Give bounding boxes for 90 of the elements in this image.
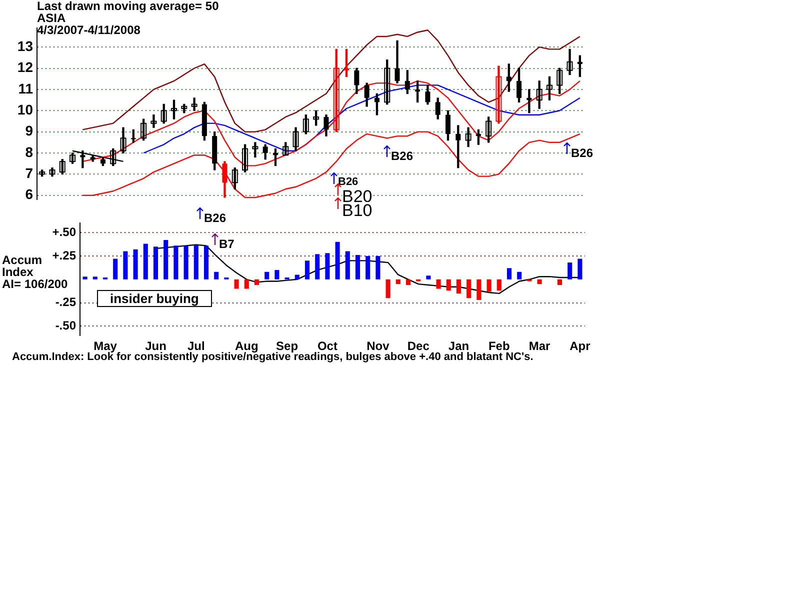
bar	[184, 246, 188, 280]
bar	[143, 244, 148, 280]
bar	[174, 246, 178, 280]
annotation: B26	[338, 176, 358, 188]
text: Last drawn moving average= 50	[37, 0, 219, 13]
y-tick-label: +.25	[52, 248, 76, 262]
bar	[506, 268, 512, 280]
candlestick	[566, 48, 573, 75]
bar	[82, 276, 88, 280]
bar	[153, 246, 158, 280]
text: B10	[342, 201, 372, 220]
bar	[113, 258, 118, 280]
bar	[234, 279, 239, 289]
bar	[456, 279, 462, 294]
bar	[496, 279, 502, 291]
candlestick	[120, 127, 126, 154]
annotation: B26	[391, 149, 414, 163]
bar	[274, 270, 280, 280]
y-tick-label: 7	[25, 165, 34, 182]
annotation: insider buying	[97, 290, 212, 307]
y-tick-label: 8	[25, 144, 34, 160]
x-tick-label: Dec	[407, 339, 430, 354]
bar	[578, 258, 582, 280]
x-tick-label: Jun	[145, 339, 166, 354]
bar	[446, 279, 451, 291]
candlestick	[150, 114, 157, 128]
y-tick-label: 11	[18, 80, 34, 96]
x-tick-label: Jul	[187, 339, 205, 354]
candlestick	[191, 98, 198, 111]
bar	[304, 260, 310, 280]
x-tick-label: Sep	[276, 339, 298, 354]
y-tick-label: -.25	[55, 295, 76, 310]
bar	[335, 242, 340, 280]
bar	[568, 262, 572, 280]
y-tick-label: +.50	[52, 224, 76, 239]
y-axis-title: Accum Index	[2, 253, 44, 279]
y-tick-label: 10	[17, 101, 34, 118]
bar	[294, 274, 300, 280]
bar	[366, 256, 370, 280]
bar	[537, 279, 542, 284]
bar	[194, 244, 198, 280]
text: AI= 106/200	[2, 277, 68, 291]
chart-title: ASIA	[37, 11, 66, 25]
bar	[264, 272, 270, 280]
bar	[355, 255, 360, 280]
bar	[315, 254, 320, 280]
x-tick-label: Apr	[570, 339, 591, 354]
bar	[325, 253, 330, 280]
bar	[123, 251, 128, 280]
bar	[476, 279, 482, 300]
annotation: B26	[204, 211, 226, 225]
x-tick-label: Oct	[317, 339, 338, 354]
y-tick-label: 6	[25, 186, 34, 202]
bar	[376, 256, 380, 280]
chart-subtitle: 4/3/2007-4/11/2008	[37, 23, 140, 37]
bar	[254, 279, 260, 286]
candlestick	[465, 127, 472, 147]
y-tick-label: -.50	[55, 318, 76, 333]
y-tick-label: 12	[17, 59, 34, 76]
candlestick	[496, 66, 502, 124]
y-tick-label: 13	[17, 38, 34, 54]
bar	[92, 276, 98, 280]
bar	[133, 249, 138, 280]
bar	[204, 246, 209, 280]
bar	[436, 279, 441, 289]
bar	[345, 251, 350, 280]
x-tick-label: Feb	[488, 339, 510, 354]
x-tick-label: Mar	[528, 339, 551, 354]
bar	[406, 279, 411, 286]
candlestick	[252, 142, 258, 158]
y-tick-label: 9	[25, 122, 34, 139]
x-tick-label: May	[94, 339, 118, 354]
bar	[426, 276, 431, 280]
bar	[164, 240, 168, 280]
bar	[396, 279, 400, 284]
annotation: B7	[219, 237, 234, 251]
text: Accum.Index: Look for consistently positive/negative readings, bulges above +.40 and blatant NC's.	[12, 351, 534, 363]
candlestick	[526, 89, 532, 114]
x-tick-label: Jan	[448, 339, 470, 354]
bar	[517, 272, 522, 280]
bar	[557, 279, 562, 286]
bar	[486, 279, 492, 292]
candlestick	[292, 127, 299, 152]
bar	[386, 279, 390, 298]
bar	[244, 279, 249, 289]
bar	[214, 272, 219, 280]
bar	[466, 279, 472, 298]
x-tick-label: Aug	[234, 339, 258, 354]
x-tick-label: Nov	[366, 339, 390, 354]
annotation: B26	[571, 146, 594, 160]
